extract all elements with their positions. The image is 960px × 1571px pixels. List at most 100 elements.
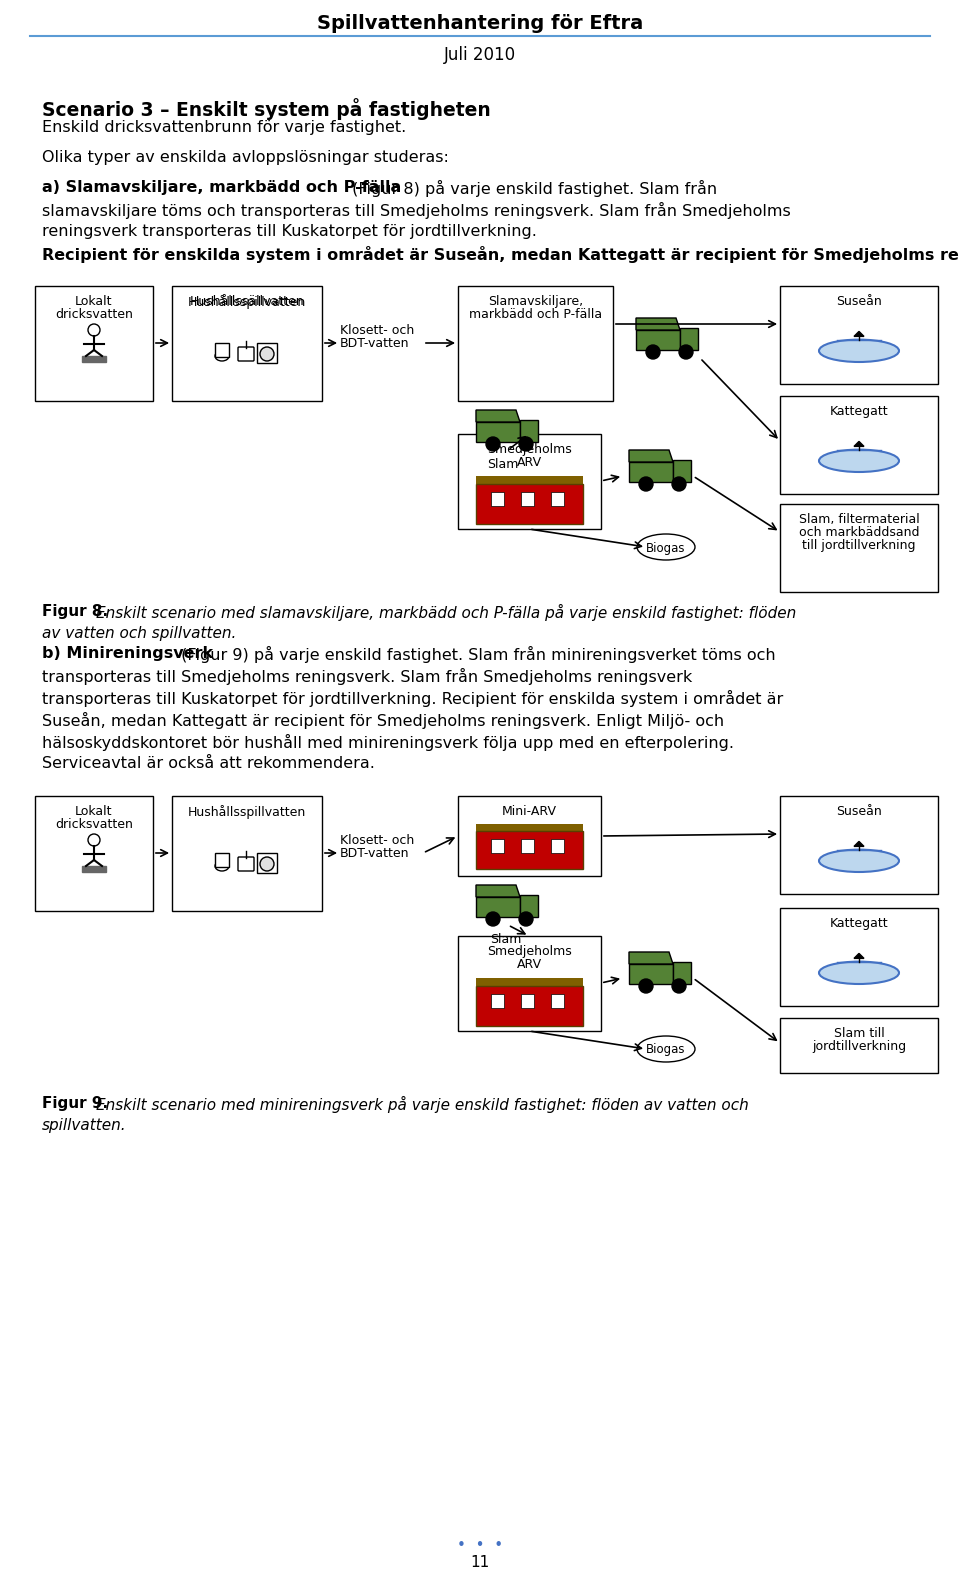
Bar	[520, 419, 538, 441]
Polygon shape	[854, 954, 864, 958]
Polygon shape	[476, 884, 520, 897]
Bar	[629, 462, 673, 482]
Bar	[780, 908, 938, 1005]
Text: (Figur 9) på varje enskild fastighet. Slam från minireningsverket töms och: (Figur 9) på varje enskild fastighet. Sl…	[176, 646, 776, 663]
Text: •  •  •: • • •	[457, 1538, 503, 1554]
Text: b) Minireningsverk: b) Minireningsverk	[42, 646, 213, 661]
Circle shape	[260, 347, 274, 361]
Bar	[491, 994, 504, 1009]
Text: Figur 9.: Figur 9.	[42, 1097, 108, 1111]
Text: spillvatten.: spillvatten.	[42, 1119, 127, 1133]
Polygon shape	[854, 842, 864, 847]
Text: ARV: ARV	[516, 456, 542, 470]
Bar	[82, 357, 106, 361]
Text: Smedjeholms: Smedjeholms	[487, 443, 572, 456]
Bar	[476, 825, 583, 831]
Circle shape	[672, 979, 686, 993]
Text: Slamavskiljare,: Slamavskiljare,	[488, 295, 583, 308]
Text: Suseån: Suseån	[836, 804, 882, 818]
Text: Recipient för enskilda system i området är Suseån, medan Kattegatt är recipient : Recipient för enskilda system i området …	[42, 247, 960, 262]
Text: Hushållssällvatten: Hushållssällvatten	[190, 295, 304, 308]
Circle shape	[519, 913, 533, 925]
Bar	[458, 936, 601, 1031]
Text: transporteras till Smedjeholms reningsverk. Slam från Smedjeholms reningsverk: transporteras till Smedjeholms reningsve…	[42, 668, 692, 685]
Bar	[215, 342, 229, 357]
Text: och markbäddsand: och markbäddsand	[799, 526, 920, 539]
Text: Enskilt scenario med minireningsverk på varje enskild fastighet: flöden av vatte: Enskilt scenario med minireningsverk på …	[96, 1097, 749, 1112]
Text: Lokalt: Lokalt	[75, 295, 112, 308]
Circle shape	[672, 478, 686, 492]
Polygon shape	[636, 317, 680, 330]
Ellipse shape	[637, 1035, 695, 1062]
Bar	[491, 492, 504, 506]
Bar	[476, 897, 520, 917]
Text: hälsoskyddskontoret bör hushåll med minireningsverk följa upp med en efterpoleri: hälsoskyddskontoret bör hushåll med mini…	[42, 734, 734, 751]
Polygon shape	[854, 331, 864, 336]
Bar	[82, 866, 106, 872]
Text: reningsverk transporteras till Kuskatorpet för jordtillverkning.: reningsverk transporteras till Kuskatorp…	[42, 225, 537, 239]
Bar	[257, 853, 277, 873]
Text: 11: 11	[470, 1555, 490, 1569]
Bar	[476, 831, 583, 869]
Text: Suseån, medan Kattegatt är recipient för Smedjeholms reningsverk. Enligt Miljö- : Suseån, medan Kattegatt är recipient för…	[42, 712, 724, 729]
Circle shape	[679, 346, 693, 360]
Text: Kattegatt: Kattegatt	[829, 917, 888, 930]
Bar	[780, 504, 938, 592]
Bar	[476, 979, 583, 987]
Polygon shape	[854, 441, 864, 446]
Text: dricksvatten: dricksvatten	[55, 308, 132, 320]
Bar	[458, 286, 613, 401]
Text: Hushållsspillvatten: Hushållsspillvatten	[188, 804, 306, 818]
Circle shape	[646, 346, 660, 360]
Text: slamavskiljare töms och transporteras till Smedjeholms reningsverk. Slam från Sm: slamavskiljare töms och transporteras ti…	[42, 203, 791, 218]
Text: Smedjeholms: Smedjeholms	[487, 946, 572, 958]
Bar	[780, 796, 938, 894]
Bar	[257, 342, 277, 363]
Bar	[551, 994, 564, 1009]
Text: Kattegatt: Kattegatt	[829, 405, 888, 418]
Ellipse shape	[819, 850, 899, 872]
Circle shape	[486, 913, 500, 925]
Bar	[673, 460, 691, 482]
Text: Suseån: Suseån	[836, 295, 882, 308]
Text: Hushållsspillvatten: Hushållsspillvatten	[188, 295, 306, 309]
Bar	[551, 839, 564, 853]
Bar	[636, 330, 680, 350]
Circle shape	[639, 979, 653, 993]
Text: (Figur 8) på varje enskild fastighet. Slam från: (Figur 8) på varje enskild fastighet. Sl…	[347, 181, 717, 196]
Bar	[476, 987, 583, 1026]
Text: Enskild dricksvattenbrunn för varje fastighet.: Enskild dricksvattenbrunn för varje fast…	[42, 119, 406, 135]
Text: Slam: Slam	[488, 459, 518, 471]
FancyBboxPatch shape	[238, 858, 254, 870]
Text: Slam, filtermaterial: Slam, filtermaterial	[799, 514, 920, 526]
Bar	[35, 286, 153, 401]
Circle shape	[639, 478, 653, 492]
Bar	[491, 839, 504, 853]
Text: BDT-vatten: BDT-vatten	[340, 338, 410, 350]
Bar	[780, 286, 938, 383]
Bar	[520, 895, 538, 917]
Text: markbädd och P-fälla: markbädd och P-fälla	[468, 308, 602, 320]
Circle shape	[260, 858, 274, 870]
Text: Serviceavtal är också att rekommendera.: Serviceavtal är också att rekommendera.	[42, 756, 374, 771]
Text: till jordtillverkning: till jordtillverkning	[803, 539, 916, 551]
Bar	[476, 476, 583, 484]
Ellipse shape	[819, 961, 899, 983]
Polygon shape	[629, 449, 673, 462]
Bar	[35, 796, 153, 911]
Bar	[458, 796, 601, 877]
Ellipse shape	[819, 339, 899, 361]
Bar	[521, 492, 534, 506]
Text: Biogas: Biogas	[646, 542, 685, 555]
Bar	[458, 434, 601, 529]
Bar	[780, 396, 938, 493]
Bar	[680, 328, 698, 350]
Bar	[476, 484, 583, 525]
Text: dricksvatten: dricksvatten	[55, 818, 132, 831]
Bar	[780, 1018, 938, 1073]
Bar	[215, 853, 229, 867]
Circle shape	[486, 437, 500, 451]
Ellipse shape	[215, 350, 229, 361]
Ellipse shape	[637, 534, 695, 559]
Text: Slam till: Slam till	[833, 1027, 884, 1040]
